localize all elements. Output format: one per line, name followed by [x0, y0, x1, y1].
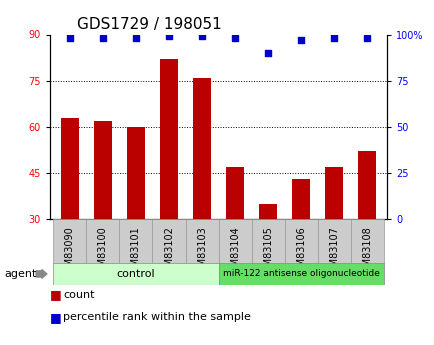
Point [330, 36, 337, 41]
FancyBboxPatch shape [350, 219, 383, 264]
Text: percentile rank within the sample: percentile rank within the sample [63, 313, 250, 322]
Text: GSM83107: GSM83107 [329, 226, 339, 279]
Point [363, 36, 370, 41]
Point [132, 36, 139, 41]
Text: GSM83102: GSM83102 [164, 226, 174, 279]
Bar [127, 127, 145, 219]
Text: GSM83100: GSM83100 [98, 226, 108, 278]
Bar [193, 78, 210, 219]
FancyBboxPatch shape [284, 219, 317, 264]
Bar [358, 151, 375, 219]
Bar [160, 59, 178, 219]
Text: control: control [116, 269, 155, 279]
Bar [292, 179, 309, 219]
Bar [259, 204, 276, 219]
Point [165, 33, 172, 39]
Text: GSM83106: GSM83106 [296, 226, 306, 278]
Text: ■: ■ [50, 311, 62, 324]
Text: GDS1729 / 198051: GDS1729 / 198051 [77, 17, 221, 32]
FancyBboxPatch shape [119, 219, 152, 264]
Text: miR-122 antisense oligonucleotide: miR-122 antisense oligonucleotide [222, 269, 379, 278]
Text: ■: ■ [50, 288, 62, 302]
FancyBboxPatch shape [185, 219, 218, 264]
Text: GSM83103: GSM83103 [197, 226, 207, 278]
Bar [94, 121, 112, 219]
Text: GSM83101: GSM83101 [131, 226, 141, 278]
Text: count: count [63, 290, 94, 300]
Point [231, 36, 238, 41]
Point [66, 36, 73, 41]
Bar [61, 118, 79, 219]
Bar [325, 167, 342, 219]
FancyBboxPatch shape [152, 219, 185, 264]
Text: GSM83105: GSM83105 [263, 226, 273, 279]
FancyBboxPatch shape [218, 219, 251, 264]
FancyBboxPatch shape [53, 219, 86, 264]
Point [297, 37, 304, 43]
FancyBboxPatch shape [86, 219, 119, 264]
Text: GSM83090: GSM83090 [65, 226, 75, 278]
Text: GSM83104: GSM83104 [230, 226, 240, 278]
Point [99, 36, 106, 41]
FancyBboxPatch shape [251, 219, 284, 264]
FancyBboxPatch shape [218, 263, 383, 285]
FancyBboxPatch shape [317, 219, 350, 264]
Point [264, 50, 271, 56]
FancyBboxPatch shape [53, 263, 218, 285]
Text: agent: agent [4, 269, 36, 279]
Text: GSM83108: GSM83108 [362, 226, 372, 278]
Point [198, 33, 205, 39]
Bar [226, 167, 243, 219]
